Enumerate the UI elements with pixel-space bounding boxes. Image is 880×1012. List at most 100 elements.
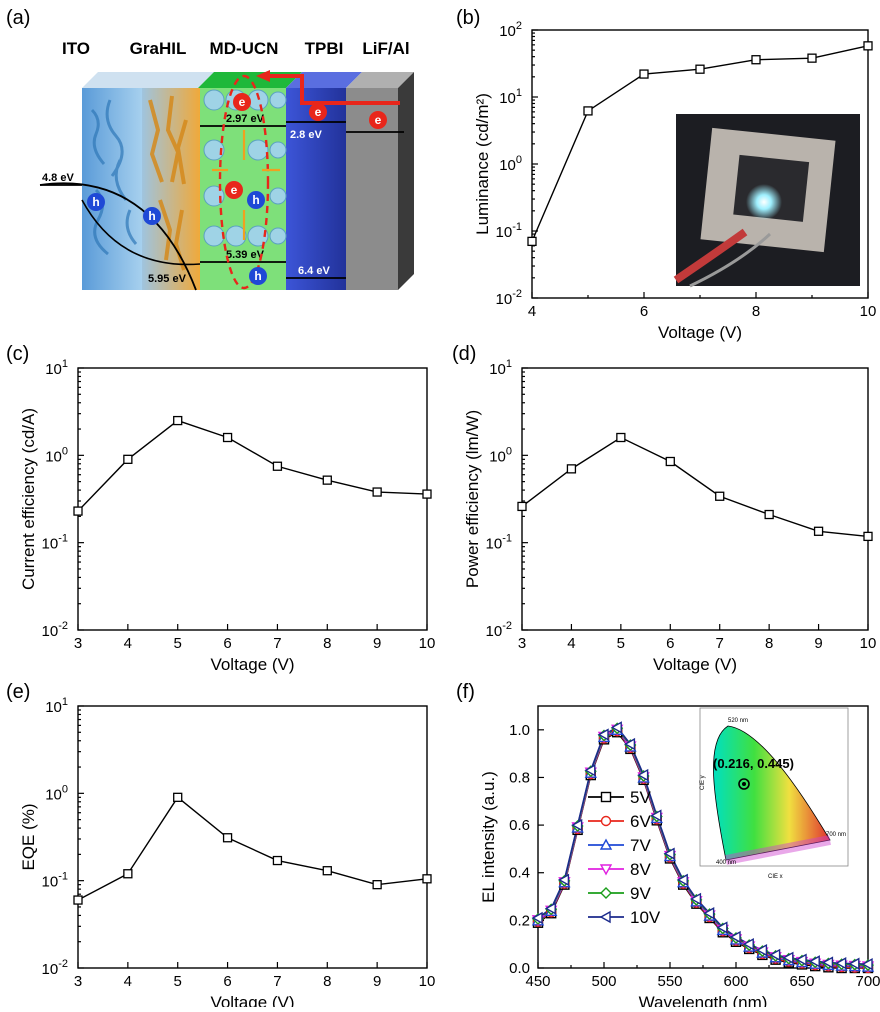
y-tick-label: 0.0 [509, 960, 530, 977]
data-point [123, 454, 133, 464]
x-tick-label: 650 [789, 973, 814, 990]
y-tick-base: 10 [45, 699, 62, 716]
data-point [517, 501, 527, 512]
data-point [813, 526, 824, 536]
spectrum-point-10V [571, 818, 583, 832]
plot-frame [521, 367, 869, 631]
spectrum-point-10V [782, 951, 794, 964]
y-tick-exponent: 0 [62, 445, 68, 457]
layer-label-ito: ITO [62, 39, 90, 58]
cie-gamut [713, 725, 831, 861]
layer-label-lif-al: LiF/Al [362, 39, 409, 58]
y-axis-label: Power efficiency (lm/W) [463, 410, 482, 588]
x-tick-label: 550 [657, 973, 682, 990]
carrier-motion-arrows [212, 130, 280, 240]
x-tick-label: 4 [567, 635, 575, 652]
y-tick-label: 101 [499, 87, 522, 107]
x-tick-label: 10 [419, 973, 436, 990]
data-point [422, 489, 432, 499]
data-point [322, 475, 332, 485]
y-tick-exponent: 0 [506, 445, 512, 457]
y-tick-label: 101 [45, 696, 68, 716]
y-tick-label: 0.8 [509, 769, 530, 786]
panel-e-label: (e) [6, 681, 30, 703]
svg-text:h: h [92, 195, 99, 209]
arrow-head [256, 70, 270, 82]
holes: h h h h [87, 191, 267, 285]
x-tick-label: 10 [419, 635, 436, 652]
panel-a: (a) ITO GraHIL MD-UCN TPBI LiF/Al [6, 7, 414, 291]
x-axis-label: Voltage (V) [210, 655, 294, 674]
spectrum-point-10V [808, 955, 820, 968]
spectrum-point-10V [821, 956, 834, 969]
x-tick-label: 8 [765, 635, 773, 652]
panel-d-label: (d) [452, 343, 476, 365]
y-tick-label: 1.0 [509, 722, 530, 739]
legend-marker-9V [600, 887, 612, 899]
level-2-97: 2.97 eV [226, 113, 265, 125]
spectrum-point-10V [795, 953, 807, 966]
y-tick-exponent: -1 [58, 533, 68, 545]
x-tick-label: 10 [860, 635, 877, 652]
y-axis-label: Current efficiency (cd/A) [19, 408, 38, 590]
y-tick-base: 10 [489, 448, 506, 465]
level-2-8: 2.8 eV [290, 129, 322, 141]
spectrum-point-10V [769, 948, 781, 962]
cie-marker [738, 778, 750, 790]
legend-marker-7V [599, 838, 613, 850]
spectrum-point-10V [861, 957, 873, 971]
level-6-4: 6.4 eV [298, 265, 330, 277]
x-tick-label: 4 [124, 973, 132, 990]
x-tick-label: 4 [528, 303, 536, 320]
lif-top-face [346, 72, 414, 88]
x-tick-label: 8 [323, 973, 331, 990]
emission-glow [746, 184, 782, 220]
data-point [173, 792, 183, 802]
svg-text:h: h [148, 209, 155, 223]
spectrum-point-10V [650, 809, 662, 822]
plot-frame [77, 367, 428, 631]
spectrum-point-10V [676, 873, 688, 887]
y-tick-exponent: -2 [512, 288, 522, 300]
y-tick-label: 101 [45, 358, 68, 378]
series-line [77, 796, 428, 901]
spectrum-point-10V [544, 902, 556, 915]
x-tick-label: 5 [174, 973, 182, 990]
svg-text:h: h [254, 269, 261, 283]
grahil-layer [142, 88, 200, 290]
svg-text:e: e [315, 105, 322, 119]
x-tick-label: 8 [752, 303, 760, 320]
y-axis-label: EL intensity (a.u.) [479, 771, 498, 903]
spectrum-point-10V [663, 847, 675, 860]
y-tick-base: 10 [499, 23, 516, 40]
ito-top-face [82, 72, 214, 88]
x-tick-label: 450 [525, 973, 550, 990]
data-point [222, 432, 233, 443]
y-tick-base: 10 [486, 623, 503, 640]
spectrum-point-10V [584, 764, 596, 777]
data-point [222, 833, 233, 843]
electron-path-arrow [270, 74, 400, 105]
y-tick-base: 10 [486, 536, 503, 553]
legend-label-8V: 8V [630, 860, 651, 879]
series-line [77, 419, 428, 512]
spectrum-point-10V [597, 728, 609, 741]
x-tick-label: 3 [518, 635, 526, 652]
spectrum-point-10V [637, 768, 649, 782]
data-point [566, 464, 577, 474]
spectrum-point-10V [729, 930, 741, 944]
y-tick-label: 100 [499, 154, 522, 174]
tpbi-top-face [286, 72, 362, 88]
y-tick-label: 10-1 [42, 871, 68, 891]
legend-marker-5V [600, 791, 612, 803]
data-point [616, 432, 626, 443]
data-point [372, 880, 382, 890]
spectrum-point-10V [557, 873, 570, 887]
x-tick-label: 5 [174, 635, 182, 652]
y-tick-label: 100 [489, 445, 512, 465]
level-4-8: 4.8 eV [42, 172, 74, 184]
y-tick-label: 101 [489, 358, 512, 378]
y-tick-base: 10 [496, 224, 513, 241]
